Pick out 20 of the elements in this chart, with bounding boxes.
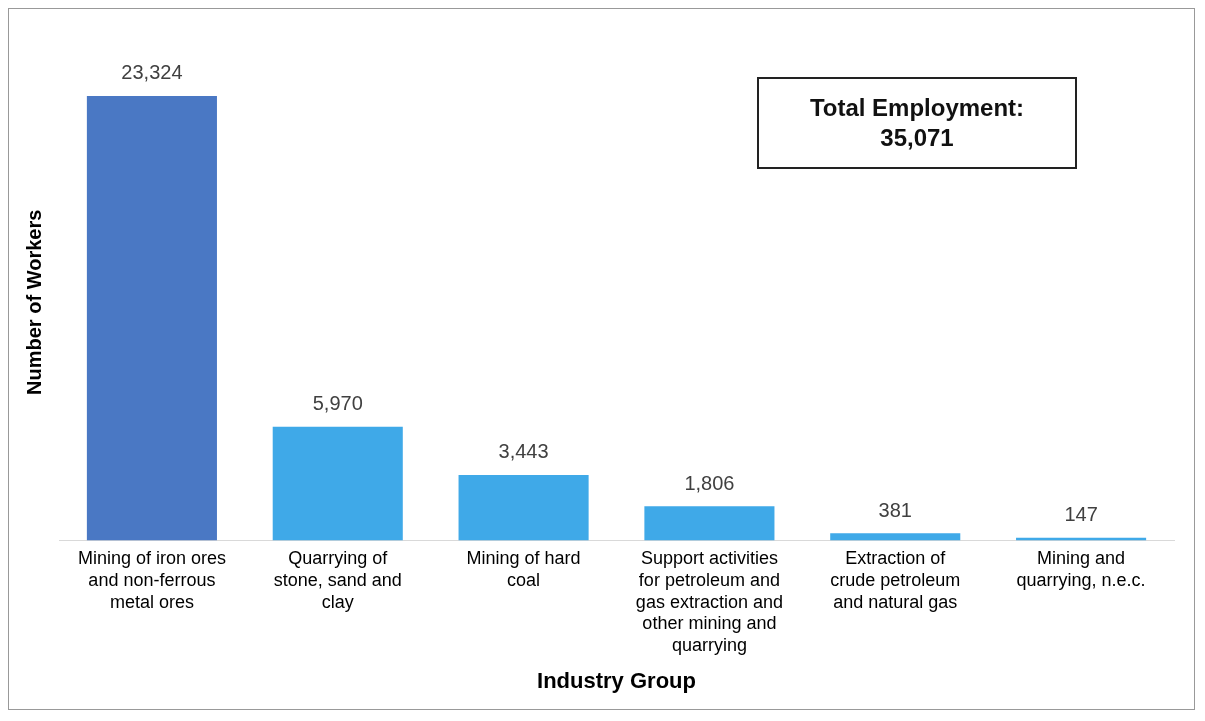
x-tick-label: Extraction of crude petroleum and natural gas	[830, 548, 961, 612]
data-label: 381	[878, 498, 912, 521]
x-tick-label: Mining of iron ores and non-ferrous metal ores	[77, 548, 226, 612]
x-tick-label: Mining of hard coal	[466, 548, 581, 590]
bar	[272, 426, 403, 541]
data-label: 5,970	[312, 392, 363, 415]
bar	[458, 474, 589, 541]
data-label: 147	[1064, 503, 1098, 526]
bar	[830, 533, 961, 541]
bar	[86, 95, 217, 541]
data-label: 23,324	[121, 61, 183, 84]
x-tick-label: Quarrying of stone, sand and clay	[273, 548, 402, 612]
x-tick-label: Support activities for petroleum and gas extraction and other mining and quarrying	[635, 548, 783, 655]
bar	[644, 506, 775, 541]
data-label: 1,806	[684, 471, 735, 494]
x-tick-label: Mining and quarrying, n.e.c.	[1016, 548, 1146, 590]
x-axis-title: Industry Group	[537, 667, 696, 693]
data-label: 3,443	[498, 440, 549, 463]
y-axis-title: Number of Workers	[22, 209, 45, 395]
callout-box: Total Employment: 35,071	[757, 77, 1077, 169]
